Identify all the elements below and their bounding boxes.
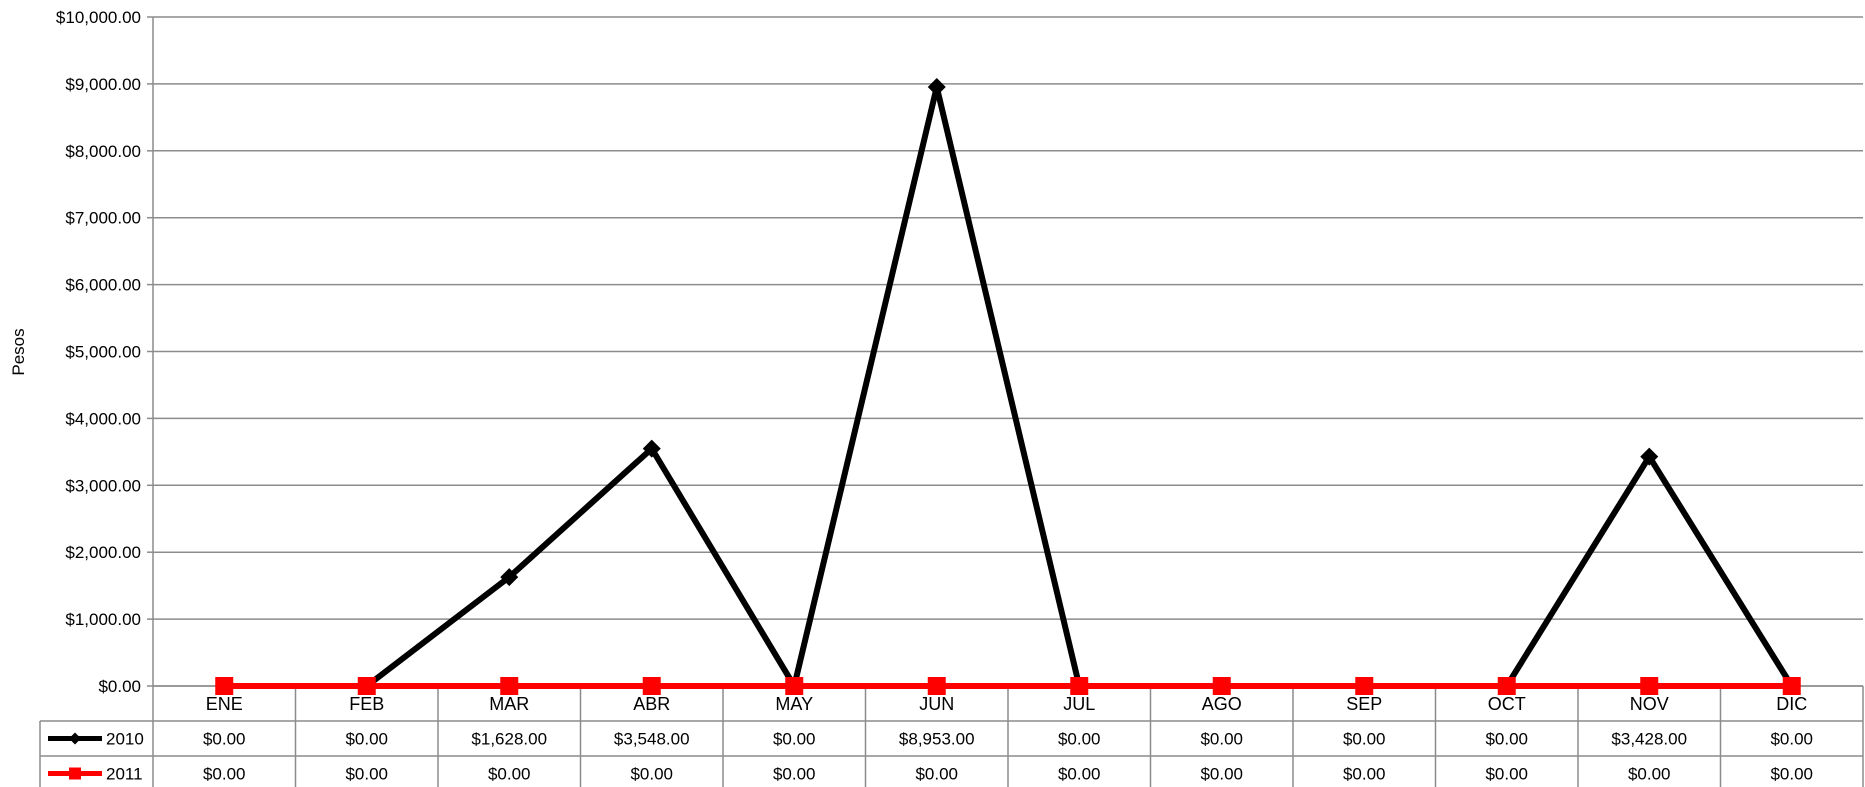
data-point-2010 xyxy=(1640,447,1659,466)
table-cell-value: $3,548.00 xyxy=(614,730,690,749)
table-cell-value: $0.00 xyxy=(203,730,246,749)
data-point-2011 xyxy=(1782,677,1801,695)
y-tick-label: $3,000.00 xyxy=(65,476,141,495)
y-tick-label: $1,000.00 xyxy=(65,610,141,629)
category-label: MAR xyxy=(489,694,529,714)
data-point-2011 xyxy=(215,677,234,695)
table-cell-value: $0.00 xyxy=(488,765,531,784)
table-cell-value: $0.00 xyxy=(1200,765,1243,784)
category-label: DIC xyxy=(1776,694,1807,714)
category-label: OCT xyxy=(1488,694,1526,714)
table-cell-value: $0.00 xyxy=(1485,765,1528,784)
y-tick-label: $8,000.00 xyxy=(65,142,141,161)
data-point-2010 xyxy=(642,439,661,458)
y-axis-label: Pesos xyxy=(9,328,28,375)
data-table: ENE FEB MAR ABR MAY JUN JUL AGO SEP OCT NOV DIC 2010… xyxy=(39,685,1864,787)
data-point-2010 xyxy=(500,568,519,587)
data-point-2010 xyxy=(927,78,946,97)
table-cell-value: $0.00 xyxy=(915,765,958,784)
data-point-2011 xyxy=(927,677,946,695)
data-point-2011 xyxy=(1212,677,1231,695)
y-tick-label: $7,000.00 xyxy=(65,209,141,228)
y-tick-label: $5,000.00 xyxy=(65,343,141,362)
y-tick-label: $10,000.00 xyxy=(56,8,141,27)
table-cell-value: $0.00 xyxy=(1770,730,1813,749)
category-label: ABR xyxy=(633,694,670,714)
y-axis-tick-labels: $0.00 $1,000.00 $2,000.00 $3,000.00 $4,000.0… xyxy=(56,8,141,696)
table-cell-value: $0.00 xyxy=(1485,730,1528,749)
category-label: SEP xyxy=(1346,694,1382,714)
category-label: JUL xyxy=(1063,694,1095,714)
table-cell-value: $0.00 xyxy=(1770,765,1813,784)
category-label: NOV xyxy=(1630,694,1669,714)
table-cell-value: $0.00 xyxy=(1628,765,1671,784)
table-cell-value: $0.00 xyxy=(773,730,816,749)
y-tick-label: $2,000.00 xyxy=(65,543,141,562)
data-point-2011 xyxy=(1640,677,1659,695)
table-cell-value: $0.00 xyxy=(1200,730,1243,749)
data-point-2011 xyxy=(642,677,661,695)
table-cell-value: $0.00 xyxy=(773,765,816,784)
data-point-2011 xyxy=(500,677,519,695)
table-cell-value: $0.00 xyxy=(345,765,388,784)
legend-series-name: 2011 xyxy=(106,765,143,784)
category-label: MAY xyxy=(775,694,813,714)
category-label: AGO xyxy=(1202,694,1242,714)
table-cell-value: $1,628.00 xyxy=(471,730,547,749)
y-tick-label: $9,000.00 xyxy=(65,75,141,94)
series-lines xyxy=(215,78,1801,695)
table-cell-value: $0.00 xyxy=(1058,765,1101,784)
table-cell-value: $3,428.00 xyxy=(1611,730,1687,749)
y-tick-label: $4,000.00 xyxy=(65,409,141,428)
y-tick-label: $6,000.00 xyxy=(65,276,141,295)
category-label: JUN xyxy=(919,694,954,714)
legend-series-name: 2010 xyxy=(106,730,144,749)
series-line-2010 xyxy=(224,86,1795,694)
category-label: ENE xyxy=(206,694,243,714)
table-cell-value: $0.00 xyxy=(345,730,388,749)
data-point-2011 xyxy=(1355,677,1374,695)
category-label: FEB xyxy=(349,694,384,714)
table-cell-value: $0.00 xyxy=(630,765,673,784)
data-point-2011 xyxy=(357,677,376,695)
y-tick-label: $0.00 xyxy=(98,677,141,696)
table-cell-value: $8,953.00 xyxy=(899,730,975,749)
legend-key-marker xyxy=(69,732,81,745)
table-cell-value: $0.00 xyxy=(1058,730,1101,749)
data-point-2011 xyxy=(1070,677,1089,695)
data-point-2011 xyxy=(785,677,804,695)
table-cell-value: $0.00 xyxy=(203,765,246,784)
grid-lines xyxy=(147,16,1863,687)
data-point-2011 xyxy=(1497,677,1516,695)
table-cell-value: $0.00 xyxy=(1343,730,1386,749)
legend-key-marker xyxy=(69,767,81,780)
table-cell-value: $0.00 xyxy=(1343,765,1386,784)
